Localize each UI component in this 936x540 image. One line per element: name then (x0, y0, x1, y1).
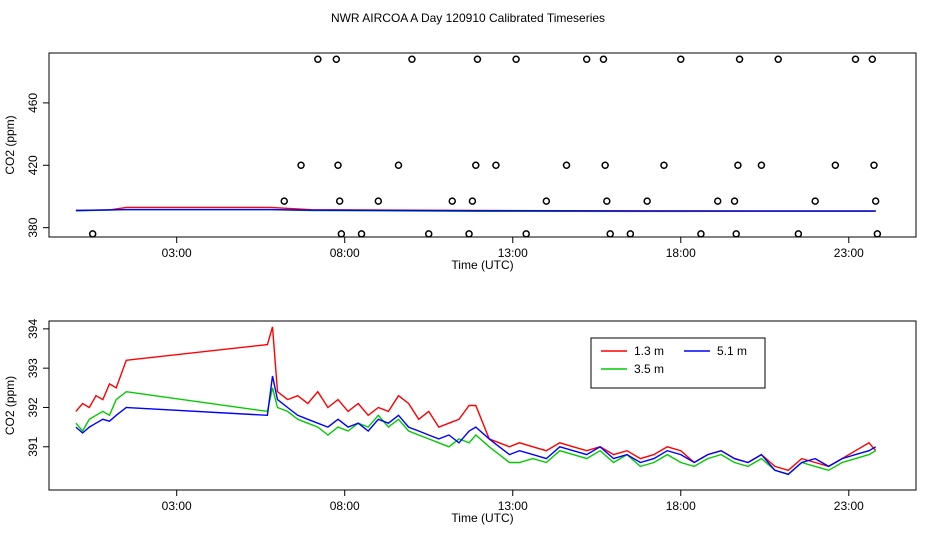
x-tick-label: 13:00 (498, 499, 528, 513)
plot-frame (48, 320, 917, 491)
data-point (335, 197, 344, 205)
data-point (374, 197, 383, 205)
data-point (868, 55, 877, 63)
data-point (472, 161, 480, 170)
legend-label: 1.3 m (634, 344, 664, 358)
data-point (492, 161, 500, 170)
data-point (542, 197, 551, 205)
legend-box (590, 337, 766, 389)
data-point (357, 230, 366, 238)
y-tick-label: 392 (26, 397, 40, 417)
data-point (424, 230, 433, 238)
data-point (734, 161, 742, 170)
x-tick-label: 18:00 (666, 499, 696, 513)
y-tick-label: 460 (26, 93, 40, 113)
data-point (334, 161, 342, 170)
data-point (512, 55, 520, 63)
data-point (811, 197, 819, 205)
y-tick-label: 393 (26, 358, 40, 378)
x-tick-label: 13:00 (498, 246, 528, 260)
data-point (643, 197, 651, 205)
data-point (408, 55, 416, 63)
data-point (522, 230, 530, 238)
data-point (394, 161, 403, 170)
data-point (851, 55, 860, 63)
x-tick-label: 18:00 (666, 246, 696, 260)
data-point (297, 161, 305, 170)
data-point (774, 55, 782, 63)
scatter-panel: 03:00 08:00 13:00 18:00 23:00 380 420 460 Time (… (3, 52, 917, 272)
x-tick-label: 03:00 (162, 499, 192, 513)
data-point (873, 230, 882, 238)
x-axis-label: Time (UTC) (451, 258, 513, 272)
data-point (473, 55, 482, 63)
data-point (626, 230, 635, 238)
series-line (75, 387, 877, 476)
x-tick-label: 08:00 (330, 499, 360, 513)
series-line (75, 375, 877, 476)
data-point (730, 197, 739, 205)
y-tick-label: 391 (26, 436, 40, 456)
x-tick-label: 23:00 (834, 246, 864, 260)
x-axis-label: Time (UTC) (451, 511, 513, 525)
data-point (697, 230, 705, 238)
data-point (562, 161, 571, 170)
data-point (337, 230, 346, 238)
data-point (870, 161, 878, 170)
y-tick-label: 380 (26, 217, 40, 237)
data-point (314, 55, 322, 63)
y-axis-label: CO2 (ppm) (3, 115, 17, 174)
data-point (606, 230, 614, 238)
data-point (280, 197, 288, 205)
data-point (582, 55, 591, 63)
y-tick-label: 420 (26, 155, 40, 175)
data-point (871, 197, 880, 205)
data-point (660, 161, 668, 170)
data-point (332, 55, 341, 63)
y-axis-label: CO2 (ppm) (3, 376, 17, 435)
plot-frame (48, 52, 917, 238)
data-point (468, 197, 477, 205)
data-point (601, 161, 609, 170)
y-tick-label: 394 (26, 319, 40, 339)
data-point (88, 230, 97, 238)
x-tick-label: 03:00 (162, 246, 192, 260)
data-point (603, 197, 611, 205)
legend-label: 3.5 m (634, 362, 664, 376)
data-point (831, 161, 840, 170)
data-point (732, 230, 740, 238)
data-point (465, 230, 473, 238)
data-point (713, 197, 722, 205)
data-point (677, 55, 685, 63)
x-tick-label: 08:00 (330, 246, 360, 260)
x-tick-label: 23:00 (834, 499, 864, 513)
data-point (757, 161, 766, 170)
series-line (75, 208, 876, 212)
data-point (794, 230, 803, 238)
legend-label: 5.1 m (717, 344, 747, 358)
data-point (448, 197, 457, 205)
data-point (735, 55, 744, 63)
line-panel: 03:00 08:00 13:00 18:00 23:00 391 392 393 394 Tim… (3, 319, 917, 525)
page-title: NWR AIRCOA A Day 120910 Calibrated Times… (331, 11, 605, 25)
data-point (599, 55, 608, 63)
